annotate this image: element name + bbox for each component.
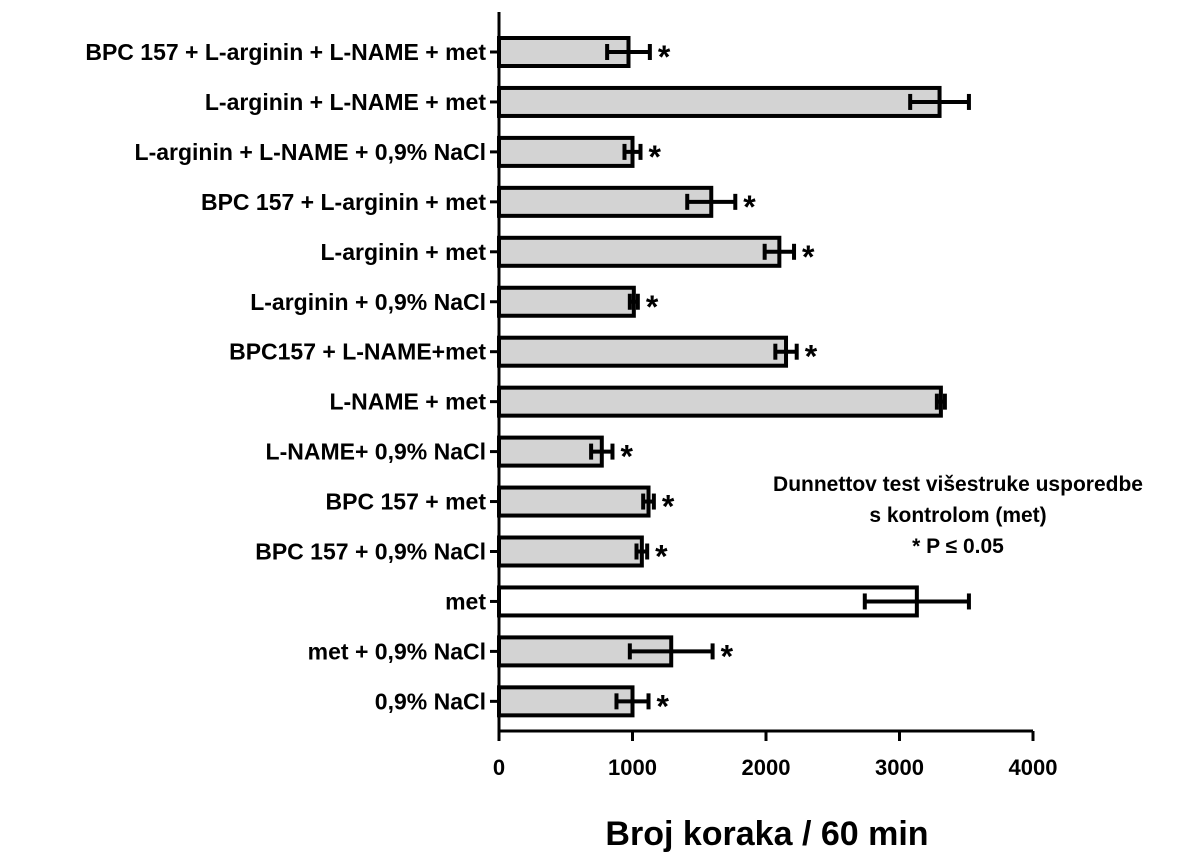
error-bar: [614, 693, 651, 710]
error-bar: [605, 44, 652, 60]
error-bar: [762, 243, 797, 260]
significance-star: *: [655, 539, 668, 575]
significance-star: *: [649, 139, 662, 175]
annotation-box: Dunnettov test višestruke usporedbe s ko…: [773, 473, 1143, 558]
x-axis-label: Broj koraka / 60 min: [605, 815, 928, 852]
x-tick-label: 0: [493, 755, 505, 780]
annotation-line-2: s kontrolom (met): [869, 504, 1046, 527]
bar: [497, 85, 942, 118]
annotation-line-3: * P ≤ 0.05: [912, 535, 1004, 558]
category-label: BPC 157 + L-arginin + met: [201, 189, 486, 215]
error-bar: [908, 93, 971, 110]
significance-star: *: [743, 189, 756, 225]
bar: [497, 435, 604, 468]
category-label: L-arginin + 0,9% NaCl: [250, 289, 486, 315]
category-label: L-NAME + met: [329, 389, 486, 415]
category-label: 0,9% NaCl: [375, 688, 486, 714]
error-bar: [934, 393, 947, 410]
significance-star: *: [658, 39, 671, 75]
error-bar: [589, 443, 615, 460]
bar: [497, 185, 714, 218]
bar: [497, 235, 782, 268]
error-bar: [627, 293, 640, 310]
significance-star: *: [646, 289, 659, 325]
significance-star: *: [805, 339, 818, 375]
error-bar: [773, 343, 799, 360]
category-label: L-arginin + L-NAME + met: [205, 89, 486, 115]
category-label: L-arginin + L-NAME + 0,9% NaCl: [135, 139, 486, 165]
significance-star: *: [721, 638, 734, 674]
category-label: L-NAME+ 0,9% NaCl: [266, 439, 486, 465]
category-label: BPC 157 + met: [326, 489, 487, 515]
bar: [497, 385, 943, 418]
category-label: BPC 157 + 0,9% NaCl: [255, 539, 486, 565]
bars-layer: * * * * * * * * * * *: [497, 36, 971, 724]
x-tick-label: 3000: [875, 755, 924, 780]
error-bar: [641, 493, 656, 510]
category-label: BPC157 + L-NAME+met: [229, 339, 486, 365]
bar: [497, 535, 644, 568]
x-axis-ticks: 0 1000 2000 3000 4000: [493, 731, 1058, 780]
bar: [497, 285, 636, 318]
error-bar: [634, 543, 650, 560]
significance-star: *: [802, 239, 815, 275]
error-bar: [627, 643, 715, 660]
significance-star: *: [657, 688, 670, 724]
annotation-line-1: Dunnettov test višestruke usporedbe: [773, 473, 1143, 496]
bar: [497, 585, 919, 618]
error-bar: [622, 143, 643, 160]
category-label: L-arginin + met: [321, 239, 487, 265]
bar: [497, 335, 789, 368]
category-label: met: [445, 588, 486, 614]
bar: [497, 485, 651, 518]
x-tick-label: 2000: [742, 755, 791, 780]
category-labels: BPC 157 + L-arginin + L-NAME + met L-argi…: [85, 39, 499, 714]
error-bar: [685, 193, 738, 210]
bar: [497, 685, 635, 718]
error-bar: [862, 593, 971, 610]
category-label: BPC 157 + L-arginin + L-NAME + met: [85, 39, 486, 65]
bar: [497, 135, 635, 168]
significance-star: *: [620, 439, 633, 475]
category-label: met + 0,9% NaCl: [308, 638, 486, 664]
x-tick-label: 1000: [608, 755, 657, 780]
x-tick-label: 4000: [1009, 755, 1058, 780]
significance-star: *: [662, 489, 675, 525]
